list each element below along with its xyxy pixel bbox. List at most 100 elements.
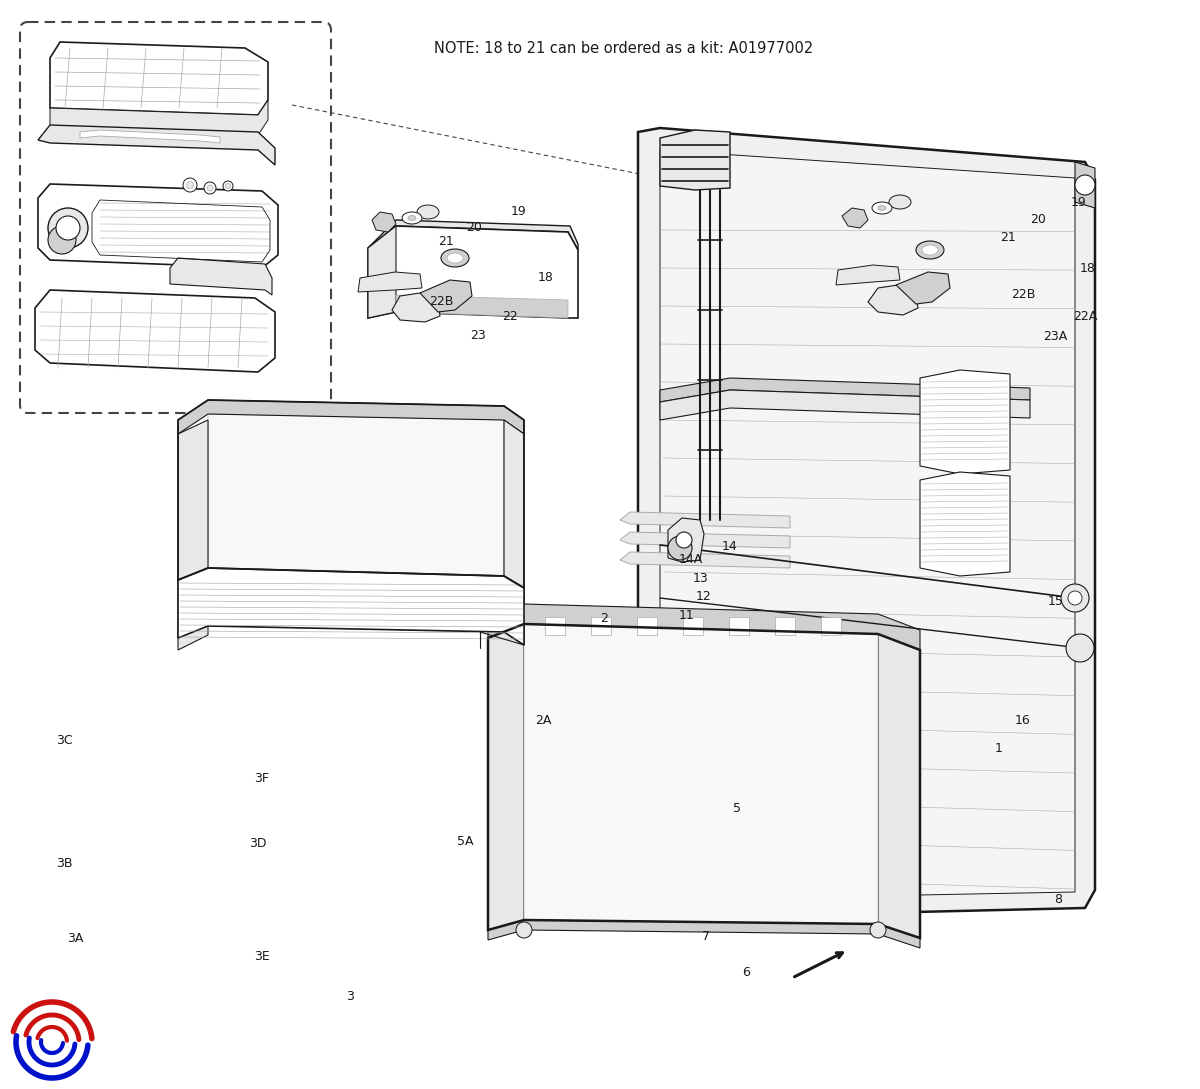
Polygon shape	[368, 220, 578, 250]
Ellipse shape	[418, 205, 439, 219]
Circle shape	[226, 184, 230, 188]
Text: 3C: 3C	[56, 734, 73, 747]
Ellipse shape	[446, 253, 463, 264]
Polygon shape	[1075, 162, 1096, 208]
Polygon shape	[35, 290, 275, 372]
Polygon shape	[660, 130, 730, 189]
Text: 8: 8	[1055, 893, 1062, 906]
Text: 18: 18	[538, 271, 554, 284]
Polygon shape	[524, 624, 878, 923]
Text: 20: 20	[466, 221, 482, 234]
Polygon shape	[420, 280, 472, 313]
Text: 11: 11	[678, 609, 695, 622]
Polygon shape	[592, 617, 611, 635]
Circle shape	[668, 536, 692, 560]
Polygon shape	[80, 130, 220, 143]
Polygon shape	[368, 227, 578, 318]
Polygon shape	[396, 295, 568, 318]
Text: 14A: 14A	[679, 553, 703, 566]
Circle shape	[208, 185, 214, 191]
Polygon shape	[178, 568, 524, 645]
Polygon shape	[878, 634, 920, 938]
Polygon shape	[620, 552, 790, 568]
Polygon shape	[358, 272, 422, 292]
Text: 22: 22	[502, 310, 518, 323]
Polygon shape	[730, 617, 749, 635]
Polygon shape	[208, 414, 504, 632]
Polygon shape	[660, 150, 1075, 900]
Polygon shape	[668, 518, 704, 562]
Text: 3B: 3B	[56, 857, 73, 870]
Text: 20: 20	[1030, 213, 1046, 227]
Ellipse shape	[402, 212, 422, 224]
FancyBboxPatch shape	[20, 22, 331, 413]
Text: 12: 12	[695, 590, 712, 603]
Polygon shape	[488, 920, 920, 949]
Polygon shape	[842, 208, 868, 228]
Text: 21: 21	[438, 235, 455, 248]
Circle shape	[204, 182, 216, 194]
Text: 19: 19	[1070, 196, 1087, 209]
Circle shape	[182, 178, 197, 192]
Text: 7: 7	[702, 930, 709, 943]
Text: 23: 23	[469, 329, 486, 342]
Ellipse shape	[916, 241, 944, 259]
Polygon shape	[637, 617, 658, 635]
Ellipse shape	[872, 201, 892, 215]
Text: 22B: 22B	[1012, 287, 1036, 301]
Circle shape	[186, 182, 193, 188]
Text: 3D: 3D	[250, 837, 266, 851]
Text: 22A: 22A	[1073, 310, 1097, 323]
Text: 23A: 23A	[1043, 330, 1067, 343]
Polygon shape	[638, 129, 1096, 918]
Text: 6: 6	[743, 966, 750, 979]
Circle shape	[223, 181, 233, 191]
Polygon shape	[178, 420, 208, 650]
Text: 3F: 3F	[254, 772, 269, 785]
Circle shape	[516, 922, 532, 938]
Polygon shape	[896, 272, 950, 304]
Text: 18: 18	[1079, 262, 1096, 276]
Circle shape	[1075, 175, 1096, 195]
Text: NOTE: 18 to 21 can be ordered as a kit: A01977002: NOTE: 18 to 21 can be ordered as a kit: …	[434, 41, 814, 57]
Text: 2A: 2A	[535, 714, 552, 727]
Polygon shape	[38, 125, 275, 166]
Polygon shape	[50, 42, 268, 115]
Circle shape	[1061, 584, 1090, 612]
Text: 3: 3	[347, 990, 354, 1003]
Polygon shape	[683, 617, 703, 635]
Polygon shape	[368, 227, 396, 318]
Text: 3A: 3A	[67, 932, 84, 945]
Text: 22B: 22B	[430, 295, 454, 308]
Polygon shape	[620, 533, 790, 548]
Polygon shape	[545, 617, 565, 635]
Polygon shape	[504, 420, 524, 645]
Polygon shape	[372, 212, 396, 232]
Text: 21: 21	[1000, 231, 1016, 244]
Text: 5A: 5A	[457, 835, 474, 848]
Ellipse shape	[889, 195, 911, 209]
Circle shape	[48, 208, 88, 248]
Text: 1: 1	[995, 742, 1002, 755]
Polygon shape	[920, 370, 1010, 474]
Text: 19: 19	[510, 205, 527, 218]
Circle shape	[676, 533, 692, 548]
Text: 14: 14	[721, 540, 738, 553]
Polygon shape	[38, 184, 278, 268]
Polygon shape	[821, 617, 841, 635]
Text: 16: 16	[1014, 714, 1031, 727]
Polygon shape	[660, 390, 1030, 420]
Text: 5: 5	[733, 802, 740, 815]
Text: 13: 13	[692, 572, 709, 585]
Polygon shape	[868, 285, 918, 315]
Ellipse shape	[878, 206, 886, 210]
Circle shape	[56, 216, 80, 240]
Text: 2: 2	[600, 612, 607, 625]
Polygon shape	[488, 624, 524, 930]
Text: 3E: 3E	[253, 950, 270, 963]
Ellipse shape	[442, 249, 469, 267]
Polygon shape	[488, 604, 920, 650]
Ellipse shape	[408, 216, 416, 220]
Polygon shape	[660, 378, 1030, 402]
Polygon shape	[775, 617, 796, 635]
